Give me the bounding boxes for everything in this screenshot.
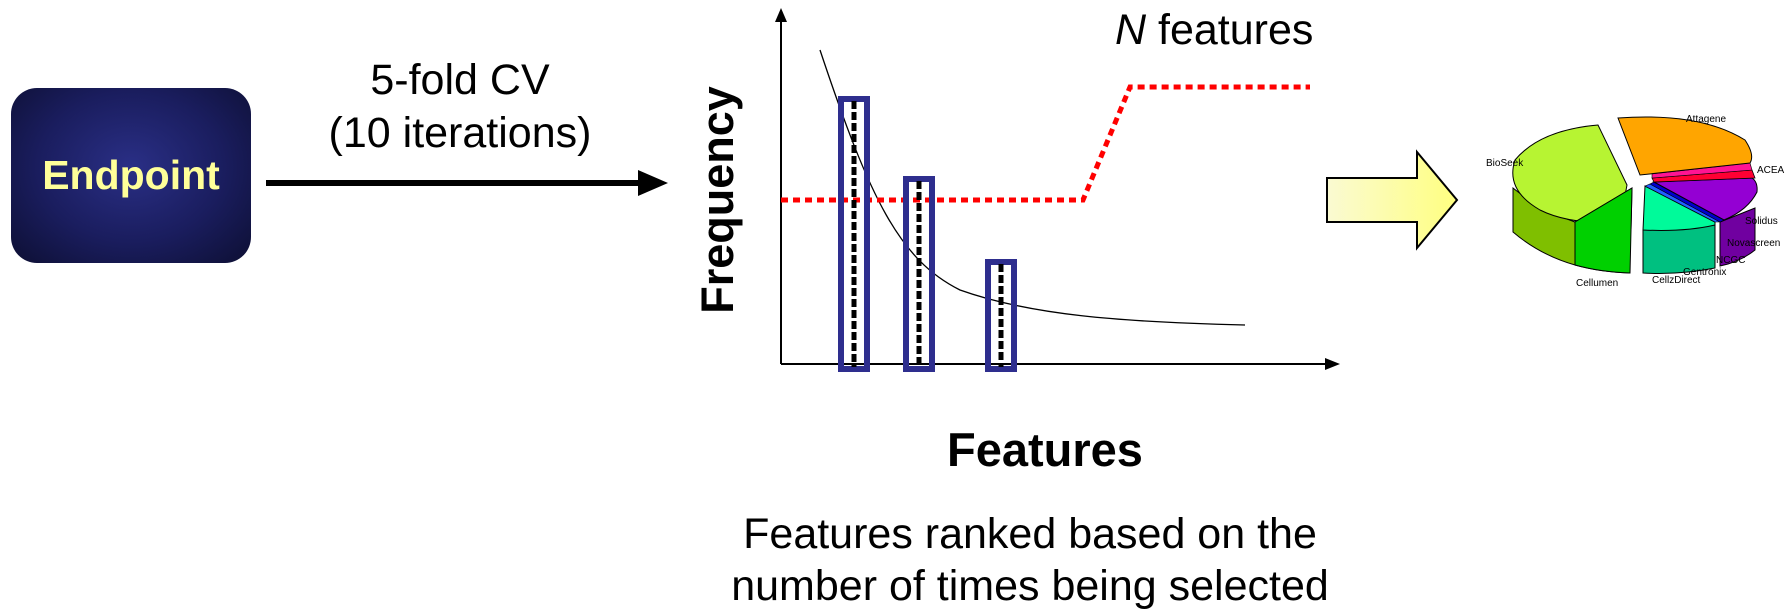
y-axis-label: Frequency xyxy=(692,86,743,314)
pie-label-acea: ACEA xyxy=(1757,165,1785,176)
pie-slice-attagene xyxy=(1617,116,1753,176)
flow-arrow xyxy=(266,170,668,196)
pie-label-solidus: Solidus xyxy=(1745,216,1778,227)
block-arrow xyxy=(1326,149,1459,251)
threshold-label: N features xyxy=(1115,6,1313,55)
pie-label-bioseek: BioSeek xyxy=(1486,158,1524,169)
threshold-label-text: features xyxy=(1146,6,1314,54)
pie-label-ncgc: NCGC xyxy=(1716,255,1746,266)
caption: Features ranked based on the number of t… xyxy=(660,508,1400,612)
caption-line1: Features ranked based on the xyxy=(743,510,1317,558)
cv-label-line2: (10 iterations) xyxy=(328,109,592,157)
pie-label-attagene: Attagene xyxy=(1686,114,1727,125)
cv-label-line1: 5-fold CV xyxy=(370,56,550,104)
pie-slice-solidus xyxy=(1652,177,1758,221)
feature-box-3 xyxy=(985,259,1017,372)
feature-box-1 xyxy=(838,96,870,372)
pie-label-gentronix: Gentronix xyxy=(1683,267,1727,278)
pie-slice-cellzdirect xyxy=(1642,185,1716,231)
cv-label: 5-fold CV (10 iterations) xyxy=(270,54,650,160)
pie-label-novascreen: Novascreen xyxy=(1727,238,1781,249)
endpoint-label: Endpoint xyxy=(42,152,220,198)
threshold-label-n: N xyxy=(1115,6,1147,54)
pie-chart xyxy=(1512,116,1758,274)
frequency-curve xyxy=(819,49,1246,326)
caption-line2: number of times being selected xyxy=(731,562,1329,610)
endpoint-box: Endpoint xyxy=(11,88,251,263)
plot-axes xyxy=(775,8,1340,370)
pie-label-cellumen: Cellumen xyxy=(1576,278,1619,289)
pie-label-cellzdirect: CellzDirect xyxy=(1652,275,1701,286)
feature-box-2 xyxy=(903,176,935,372)
threshold-line xyxy=(781,84,1310,203)
x-axis-label: Features xyxy=(947,423,1143,476)
